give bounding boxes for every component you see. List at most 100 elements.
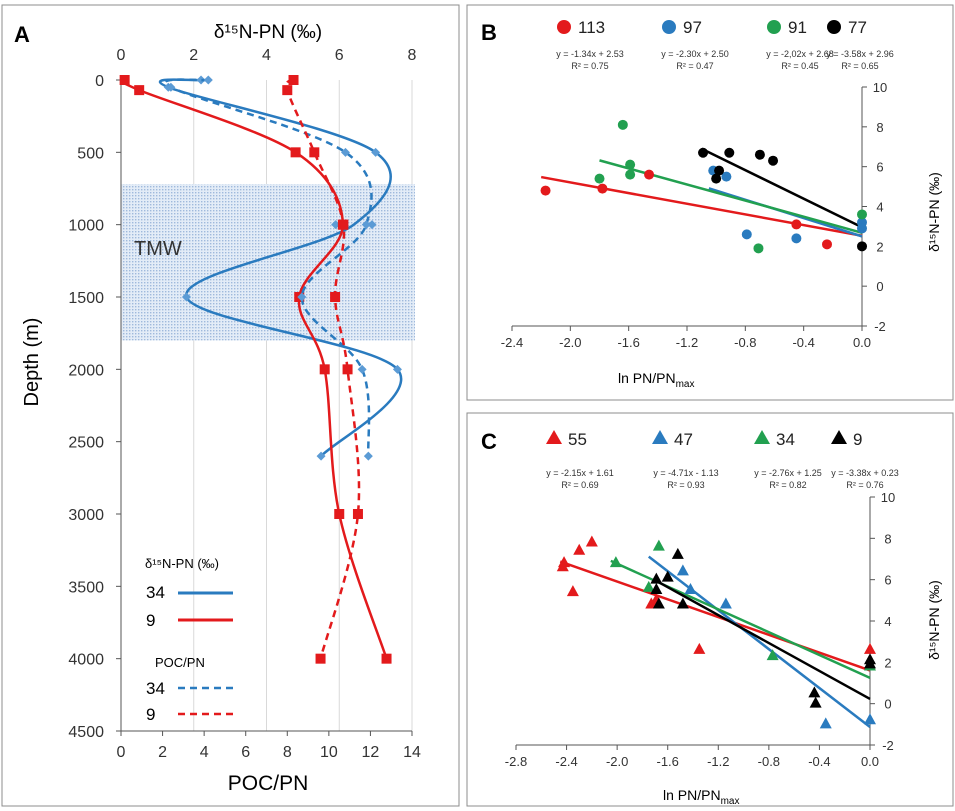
- regression-r2: R² = 0.47: [676, 61, 713, 71]
- y-tick-label: 3000: [68, 507, 104, 524]
- legend-marker: [831, 430, 847, 444]
- panel-c: C 55 y = -2.15x + 1.61 R² = 0.69 47 y = -4.7…: [466, 412, 954, 807]
- panel-a-top-axis-title: δ¹⁵N-PN (‰): [214, 22, 322, 43]
- data-point-square: [338, 219, 349, 230]
- legend-series-label: 113: [578, 18, 605, 37]
- data-point: [864, 657, 876, 669]
- x-tick-label: -2.0: [606, 754, 628, 769]
- bottom-tick-label: 12: [362, 744, 380, 761]
- x-tick-label: -1.2: [707, 754, 729, 769]
- legend-marker: [827, 20, 841, 34]
- legend-series-label: 77: [848, 18, 867, 37]
- data-point-diamond: [331, 220, 341, 230]
- data-point-diamond: [166, 82, 176, 92]
- regression-r2: R² = 0.76: [846, 480, 883, 490]
- data-point: [540, 185, 551, 196]
- regression-r2: R² = 0.65: [841, 61, 878, 71]
- top-tick-label: 2: [189, 47, 198, 64]
- legend-header-pocpn: POC/PN: [155, 655, 205, 670]
- regression-line: [647, 555, 871, 729]
- legend-series-label: 9: [853, 430, 862, 449]
- data-point: [857, 241, 867, 252]
- data-point: [754, 149, 765, 160]
- legend-header-d15n: δ¹⁵N-PN (‰): [145, 556, 219, 571]
- data-point: [864, 713, 876, 725]
- data-point-square: [290, 147, 301, 158]
- data-point: [768, 155, 779, 166]
- y-tick-label: 6: [884, 573, 891, 588]
- data-point: [766, 649, 779, 661]
- regression-equation: y = -3.38x + 0.23: [831, 468, 899, 478]
- data-point-diamond: [367, 220, 377, 230]
- legend-marker: [652, 430, 668, 444]
- data-point: [644, 169, 655, 180]
- y-tick-label: 4: [884, 614, 891, 629]
- panel-a-tmw-band: [121, 184, 415, 341]
- panel-b-y-axis-title: δ¹⁵N-PN (‰): [926, 172, 942, 252]
- data-point: [809, 696, 822, 708]
- data-point: [652, 539, 665, 551]
- data-point-diamond: [316, 451, 326, 461]
- panel-c-legend: 55 y = -2.15x + 1.61 R² = 0.69 47 y = -4.71x…: [546, 430, 899, 490]
- x-tick-label: -1.6: [617, 335, 639, 350]
- regression-equation: y = -2.76x + 1.25: [754, 468, 822, 478]
- x-tick-label: -1.6: [657, 754, 679, 769]
- legend-marker: [754, 430, 770, 444]
- x-tick-label: 0.0: [853, 335, 871, 350]
- bottom-tick-label: 10: [320, 744, 338, 761]
- y-tick-label: 500: [77, 145, 104, 162]
- y-tick-label: 4: [876, 200, 883, 215]
- y-tick-label: -2: [874, 319, 886, 334]
- data-point: [741, 229, 752, 240]
- data-point-square: [352, 509, 363, 519]
- data-point-diamond: [392, 364, 402, 374]
- data-point: [617, 119, 628, 130]
- data-point: [652, 597, 665, 609]
- regression-equation: y = -4.71x - 1.13: [653, 468, 718, 478]
- y-tick-label: 8: [876, 120, 883, 135]
- legend-marker: [662, 20, 676, 34]
- top-tick-label: 4: [262, 47, 271, 64]
- y-tick-label: 4500: [68, 724, 104, 741]
- panel-c-x-axis-title: ln PN/PNmax: [663, 787, 739, 807]
- bottom-tick-label: 4: [200, 744, 209, 761]
- panel-c-axes: -2.8 -2.4 -2.0 -1.6 -1.2 -0.8 -0.4 0.0 10 8 6 4 2 0 -2: [505, 490, 895, 769]
- panel-a-axes: 0 2 4 6 8 0 2 4 6 8 10 12 14 0 500 1000 1500 2000 2500 3000…: [68, 47, 421, 761]
- regression-line: [654, 579, 871, 701]
- data-point: [791, 233, 802, 244]
- legend-label-d15n-9: 9: [146, 611, 155, 630]
- data-point: [721, 171, 732, 182]
- data-point: [625, 159, 636, 170]
- data-point: [597, 183, 608, 194]
- panel-a-y-axis-title: Depth (m): [21, 318, 43, 407]
- legend-series-label: 97: [683, 18, 702, 37]
- data-point: [857, 223, 867, 234]
- legend-series-label: 91: [788, 18, 807, 37]
- x-tick-label: -0.8: [734, 335, 756, 350]
- data-point: [594, 173, 605, 184]
- data-point-diamond: [297, 292, 307, 302]
- data-point-diamond: [357, 364, 367, 374]
- data-point: [693, 642, 706, 654]
- data-point-square: [119, 75, 130, 85]
- x-tick-label: -2.4: [555, 754, 577, 769]
- panel-a-bottom-axis-title: POC/PN: [228, 772, 309, 795]
- y-tick-label: 2: [884, 655, 891, 670]
- data-point-diamond: [363, 451, 373, 461]
- data-point-square: [309, 147, 320, 158]
- data-point-square: [381, 653, 392, 664]
- legend-series-label: 55: [568, 430, 587, 449]
- x-tick-label: -0.4: [808, 754, 830, 769]
- regression-r2: R² = 0.82: [769, 480, 806, 490]
- y-tick-label: 2000: [68, 362, 104, 379]
- regression-equation: y = -2,02x + 2.68: [766, 49, 834, 59]
- panel-b-label: B: [481, 20, 497, 45]
- regression-r2: R² = 0.69: [561, 480, 598, 490]
- x-tick-label: -0.4: [792, 335, 814, 350]
- data-point: [719, 597, 732, 609]
- y-tick-label: 10: [881, 490, 895, 505]
- y-tick-label: 0: [95, 73, 104, 90]
- x-tick-label: -2.8: [505, 754, 527, 769]
- data-point: [661, 570, 674, 582]
